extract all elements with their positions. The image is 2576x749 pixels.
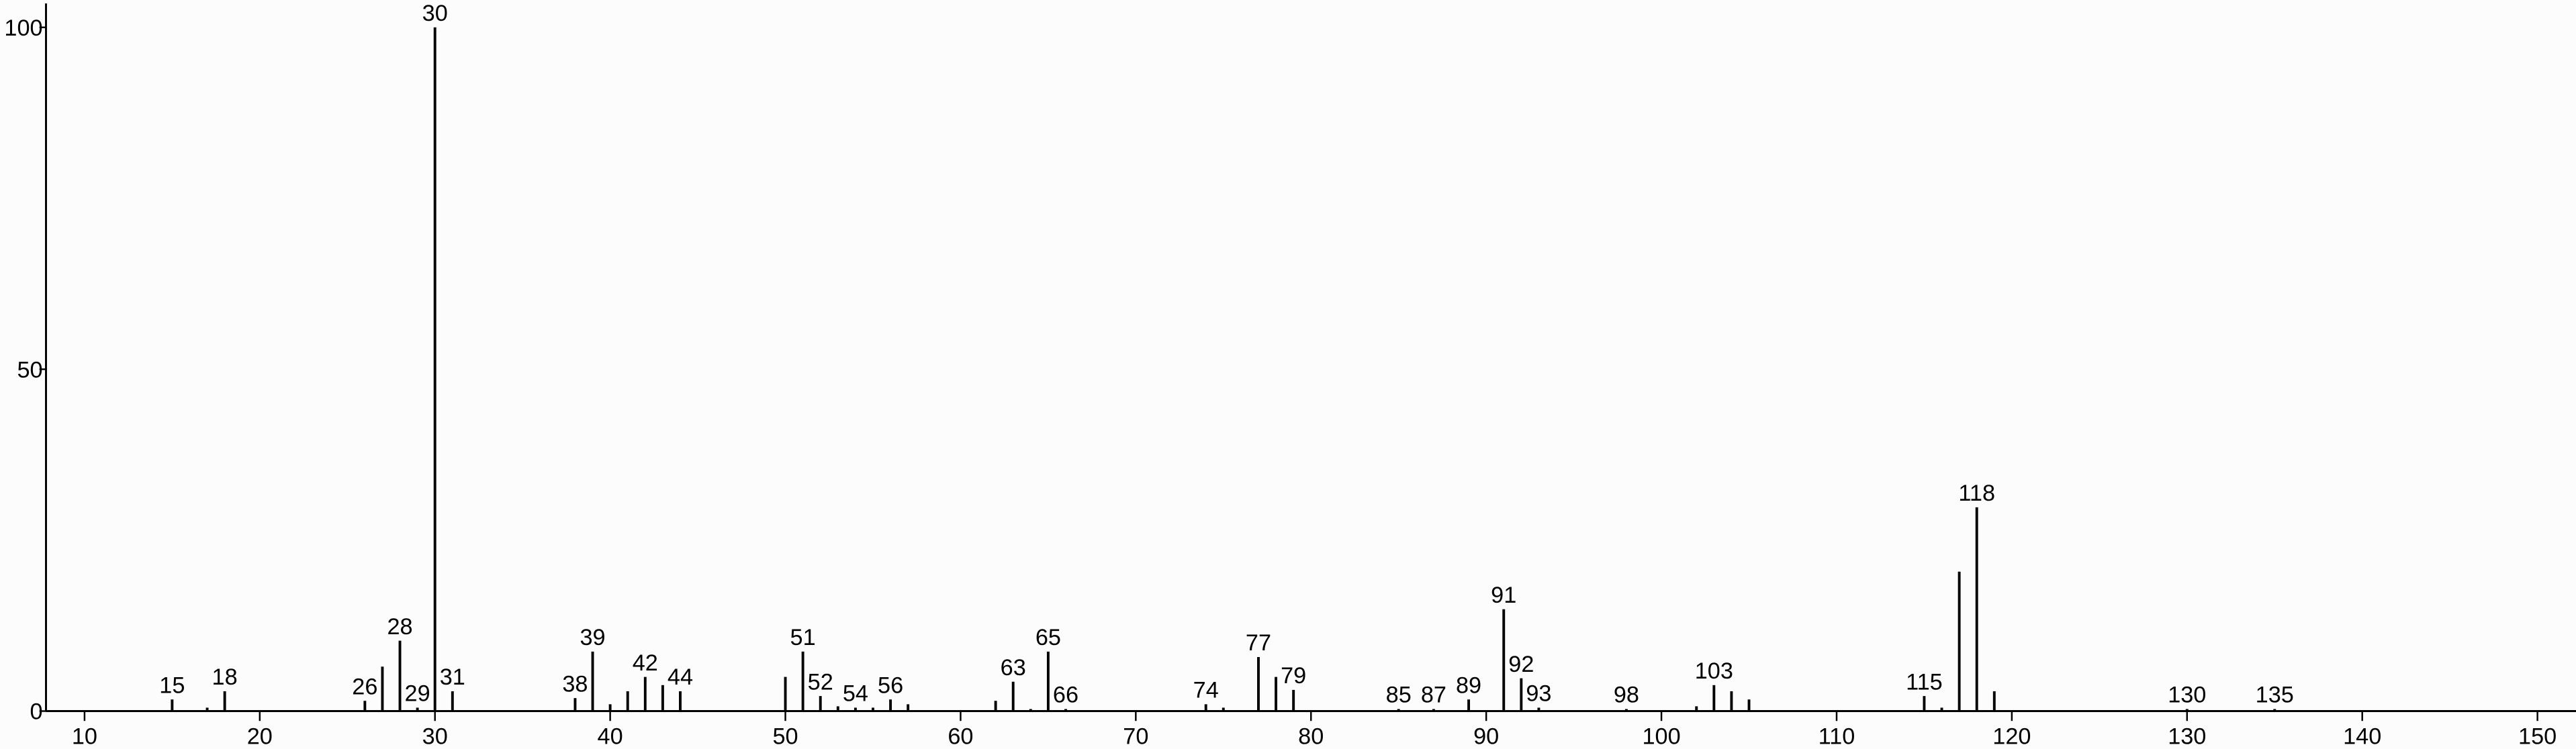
y-tick-label: 100 bbox=[4, 15, 42, 41]
peak-label: 85 bbox=[1386, 683, 1412, 708]
x-tick-label: 30 bbox=[422, 723, 448, 749]
peak-label: 65 bbox=[1036, 625, 1061, 650]
peak-label: 135 bbox=[2256, 683, 2294, 708]
peak-label: 39 bbox=[580, 625, 605, 650]
peak-label: 44 bbox=[668, 664, 693, 690]
y-tick-label: 0 bbox=[30, 699, 43, 725]
peak-label: 31 bbox=[440, 664, 465, 690]
peak-label: 38 bbox=[562, 671, 588, 697]
peak-label: 30 bbox=[422, 1, 448, 26]
x-tick-label: 60 bbox=[948, 723, 973, 749]
peak-label: 91 bbox=[1491, 583, 1516, 608]
peak-label: 51 bbox=[790, 625, 816, 650]
peak-label: 79 bbox=[1281, 663, 1306, 689]
y-tick-label: 50 bbox=[17, 357, 42, 383]
peak-label: 26 bbox=[352, 674, 377, 699]
peak-label: 63 bbox=[1001, 655, 1026, 681]
peak-label: 93 bbox=[1526, 681, 1551, 707]
peak-label: 42 bbox=[633, 650, 658, 676]
peak-label: 54 bbox=[843, 681, 868, 707]
x-tick-label: 10 bbox=[72, 723, 97, 749]
peak-label: 98 bbox=[1614, 683, 1639, 708]
x-tick-label: 150 bbox=[2518, 723, 2557, 749]
x-tick-label: 120 bbox=[1992, 723, 2031, 749]
x-tick-label: 50 bbox=[772, 723, 798, 749]
x-tick-label: 140 bbox=[2343, 723, 2381, 749]
x-tick-label: 80 bbox=[1298, 723, 1324, 749]
peak-label: 74 bbox=[1193, 678, 1219, 703]
peak-label: 52 bbox=[808, 669, 833, 695]
x-tick-label: 40 bbox=[598, 723, 623, 749]
peak-label: 115 bbox=[1906, 669, 1943, 695]
peak-label: 56 bbox=[878, 672, 903, 698]
peak-label: 18 bbox=[212, 664, 238, 690]
peak-label: 28 bbox=[387, 614, 412, 640]
peak-label: 87 bbox=[1421, 683, 1446, 708]
x-tick-label: 110 bbox=[1819, 723, 1855, 749]
peak-label: 77 bbox=[1246, 630, 1271, 656]
peak-label: 92 bbox=[1508, 652, 1534, 677]
peak-label: 29 bbox=[405, 681, 430, 707]
x-tick-label: 90 bbox=[1473, 723, 1499, 749]
peak-label: 66 bbox=[1053, 683, 1078, 708]
peak-label: 130 bbox=[2168, 683, 2206, 708]
peak-label: 118 bbox=[1958, 481, 1995, 506]
x-tick-label: 20 bbox=[247, 723, 273, 749]
peak-label: 15 bbox=[159, 672, 185, 698]
x-tick-label: 100 bbox=[1642, 723, 1680, 749]
x-tick-label: 70 bbox=[1123, 723, 1148, 749]
peak-label: 103 bbox=[1695, 658, 1733, 684]
peak-label: 89 bbox=[1456, 672, 1481, 698]
x-tick-label: 130 bbox=[2168, 723, 2206, 749]
